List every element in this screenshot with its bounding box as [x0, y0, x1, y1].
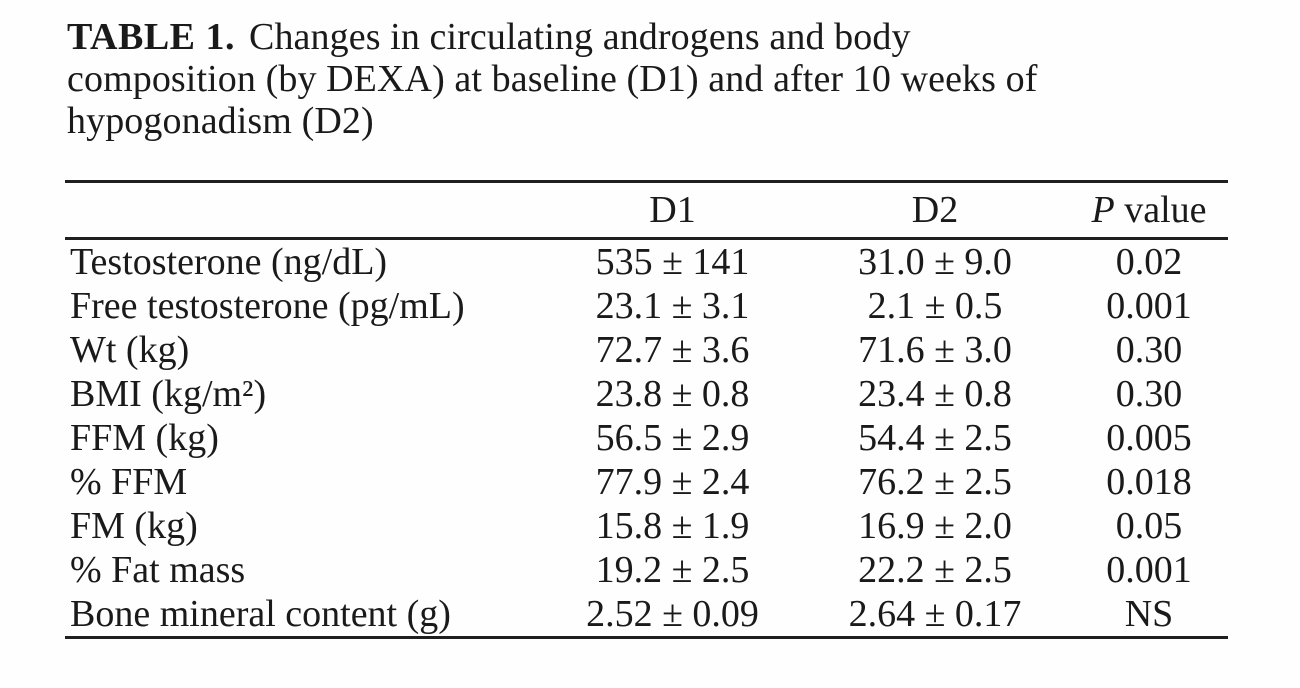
cell-p: 0.30 — [1115, 329, 1183, 371]
cell-p: 0.02 — [1115, 241, 1183, 283]
table-row-fm: FM (kg) 15.8 ± 1.9 16.9 ± 2.0 0.05 — [65, 504, 1228, 548]
table-row-weight: Wt (kg) 72.7 ± 3.6 71.6 ± 3.0 0.30 — [65, 328, 1228, 372]
row-label: FFM (kg) — [70, 417, 219, 459]
table-row-percent-ffm: % FFM 77.9 ± 2.4 76.2 ± 2.5 0.018 — [65, 460, 1228, 504]
caption-text-2: composition (by DEXA) at baseline (D1) a… — [67, 58, 1038, 100]
row-label: % Fat mass — [70, 549, 246, 591]
cell-d2: 22.2 ± 2.5 — [858, 549, 1012, 591]
cell-p: 0.001 — [1106, 285, 1192, 327]
p-symbol: P — [1091, 189, 1115, 231]
cell-d2: 54.4 ± 2.5 — [858, 417, 1012, 459]
row-label: % FFM — [70, 461, 188, 503]
cell-d1: 19.2 ± 2.5 — [595, 549, 750, 591]
header-p-value: P value — [1060, 181, 1228, 240]
data-table: D1 D2 P value Testosterone (ng/dL) 535 ±… — [65, 180, 1228, 639]
table-number: TABLE 1. — [67, 16, 236, 58]
table-row-ffm: FFM (kg) 56.5 ± 2.9 54.4 ± 2.5 0.005 — [65, 416, 1228, 460]
header-row: D1 D2 P value — [65, 181, 1228, 240]
cell-d1: 23.8 ± 0.8 — [595, 373, 750, 415]
cell-d2: 76.2 ± 2.5 — [858, 461, 1012, 503]
caption-line-1: TABLE 1. Changes in circulating androgens… — [67, 16, 1038, 58]
cell-p: 0.001 — [1106, 549, 1192, 591]
cell-d1: 2.52 ± 0.09 — [586, 593, 759, 635]
cell-d1: 535 ± 141 — [595, 241, 750, 283]
cell-p: NS — [1124, 593, 1174, 635]
caption-text-3: hypogonadism (D2) — [67, 100, 374, 142]
cell-d2: 2.1 ± 0.5 — [867, 285, 1003, 327]
cell-p: 0.30 — [1115, 373, 1183, 415]
table-row-free-testosterone: Free testosterone (pg/mL) 23.1 ± 3.1 2.1… — [65, 284, 1228, 328]
header-d1: D1 — [535, 181, 810, 240]
cell-d1: 72.7 ± 3.6 — [595, 329, 750, 371]
table-caption: TABLE 1. Changes in circulating androgens… — [67, 16, 1038, 142]
cell-d1: 15.8 ± 1.9 — [595, 505, 750, 547]
header-d2: D2 — [810, 181, 1060, 240]
cell-d1: 77.9 ± 2.4 — [595, 461, 750, 503]
table-row-percent-fat-mass: % Fat mass 19.2 ± 2.5 22.2 ± 2.5 0.001 — [65, 548, 1228, 592]
cell-d2: 71.6 ± 3.0 — [858, 329, 1012, 371]
row-label: FM (kg) — [70, 505, 198, 547]
p-value-word: value — [1114, 189, 1207, 231]
table-row-testosterone: Testosterone (ng/dL) 535 ± 141 31.0 ± 9.… — [65, 239, 1228, 285]
cell-d2: 23.4 ± 0.8 — [858, 373, 1012, 415]
header-empty-cell — [65, 181, 535, 240]
row-label: Free testosterone (pg/mL) — [70, 285, 465, 327]
cell-d2: 31.0 ± 9.0 — [858, 241, 1012, 283]
row-label: BMI (kg/m²) — [70, 373, 267, 415]
cell-p: 0.018 — [1106, 461, 1192, 503]
row-label: Wt (kg) — [70, 329, 190, 371]
cell-d1: 56.5 ± 2.9 — [595, 417, 750, 459]
cell-d2: 2.64 ± 0.17 — [848, 593, 1022, 635]
table-row-bone-mineral-content: Bone mineral content (g) 2.52 ± 0.09 2.6… — [65, 592, 1228, 638]
caption-text-1: Changes in circulating androgens and bod… — [249, 16, 911, 58]
cell-d2: 16.9 ± 2.0 — [858, 505, 1012, 547]
cell-p: 0.05 — [1115, 505, 1183, 547]
row-label: Bone mineral content (g) — [70, 593, 451, 635]
row-label: Testosterone (ng/dL) — [70, 241, 388, 283]
cell-p: 0.005 — [1106, 417, 1192, 459]
cell-d1: 23.1 ± 3.1 — [595, 285, 750, 327]
table-row-bmi: BMI (kg/m²) 23.8 ± 0.8 23.4 ± 0.8 0.30 — [65, 372, 1228, 416]
